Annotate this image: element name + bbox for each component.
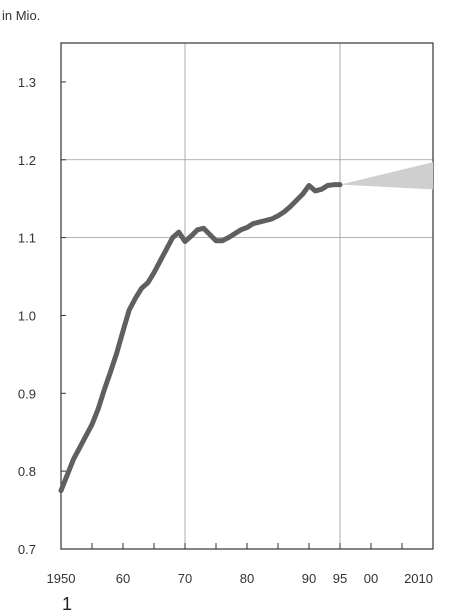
plot-frame <box>60 42 434 550</box>
x-tick-label: 80 <box>240 571 254 586</box>
axis-ticks <box>60 81 434 550</box>
y-tick-label: 1.1 <box>18 231 36 246</box>
x-tick-label: 70 <box>178 571 192 586</box>
x-tick-label: 90 <box>302 571 316 586</box>
unit-label: in Mio. <box>2 8 40 23</box>
projection-band <box>340 162 433 190</box>
footnote-marker: 1 <box>62 594 72 613</box>
x-tick-label: 00 <box>364 571 378 586</box>
y-tick-label: 0.9 <box>18 386 36 401</box>
x-tick-label: 2010 <box>404 571 433 586</box>
grid-lines <box>61 43 433 549</box>
y-tick-label: 0.8 <box>18 464 36 479</box>
series-line-layer <box>58 182 343 494</box>
y-tick-label: 1.2 <box>18 153 36 168</box>
y-tick-label: 1.3 <box>18 75 36 90</box>
x-tick-label: 95 <box>333 571 347 586</box>
projection-band-layer <box>340 162 433 190</box>
y-axis-tick-labels: 0.7 0.8 0.9 1.0 1.1 1.2 1.3 <box>18 75 36 557</box>
x-axis-tick-labels: 1950 60 70 80 90 95 00 2010 <box>47 571 433 586</box>
y-tick-label: 1.0 <box>18 308 36 323</box>
x-tick-label: 60 <box>116 571 130 586</box>
x-tick-label: 1950 <box>47 571 76 586</box>
y-tick-label: 0.7 <box>18 542 36 557</box>
series-line <box>58 182 343 494</box>
